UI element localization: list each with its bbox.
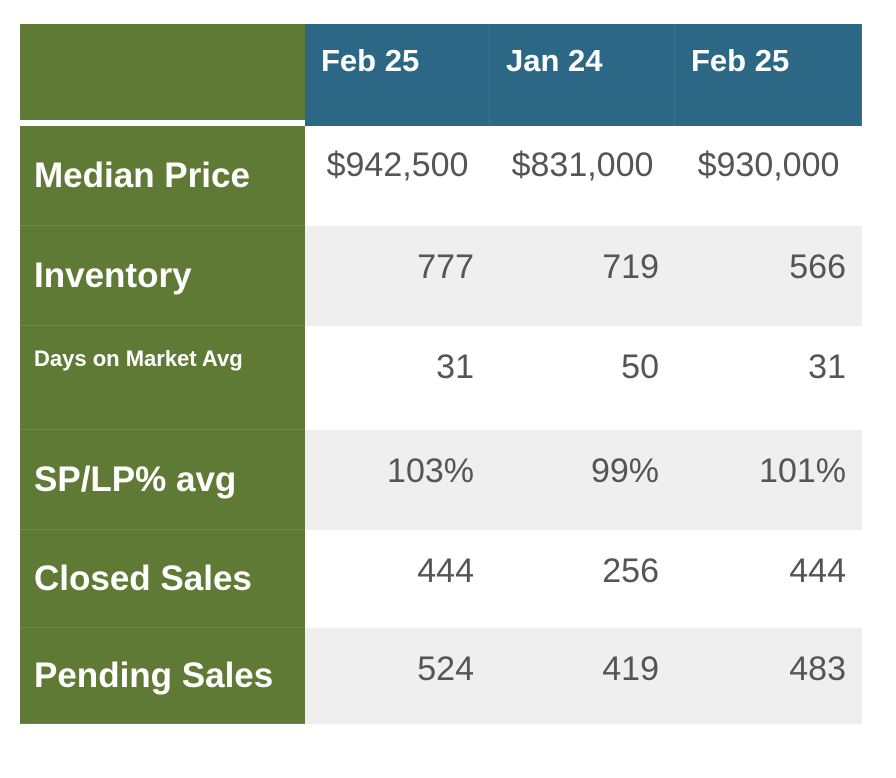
table-cell: 719 bbox=[490, 226, 675, 326]
market-stats-table: Feb 25 Jan 24 Feb 25 Median Price $942,5… bbox=[20, 24, 862, 724]
table-cell: $831,000 bbox=[490, 126, 675, 226]
column-header: Feb 25 bbox=[675, 24, 862, 126]
row-label-median-price: Median Price bbox=[20, 126, 305, 226]
column-header: Jan 24 bbox=[490, 24, 675, 126]
row-label-closed-sales: Closed Sales bbox=[20, 530, 305, 628]
table-cell: 103% bbox=[305, 430, 490, 530]
table-cell: 256 bbox=[490, 530, 675, 628]
table-cell: $942,500 bbox=[305, 126, 490, 226]
table-cell: 101% bbox=[675, 430, 862, 530]
table-cell: 419 bbox=[490, 628, 675, 724]
row-label-days-on-market: Days on Market Avg bbox=[20, 326, 305, 430]
table-cell: 483 bbox=[675, 628, 862, 724]
table-cell: 524 bbox=[305, 628, 490, 724]
table-cell: 31 bbox=[675, 326, 862, 430]
table-cell: 31 bbox=[305, 326, 490, 430]
row-label-inventory: Inventory bbox=[20, 226, 305, 326]
column-header: Feb 25 bbox=[305, 24, 490, 126]
row-label-pending-sales: Pending Sales bbox=[20, 628, 305, 724]
table-cell: 566 bbox=[675, 226, 862, 326]
table-cell: 50 bbox=[490, 326, 675, 430]
row-label-sp-lp: SP/LP% avg bbox=[20, 430, 305, 530]
table-cell: $930,000 bbox=[675, 126, 862, 226]
table-cell: 444 bbox=[305, 530, 490, 628]
table-cell: 444 bbox=[675, 530, 862, 628]
table-corner bbox=[20, 24, 305, 126]
table-cell: 99% bbox=[490, 430, 675, 530]
table-cell: 777 bbox=[305, 226, 490, 326]
